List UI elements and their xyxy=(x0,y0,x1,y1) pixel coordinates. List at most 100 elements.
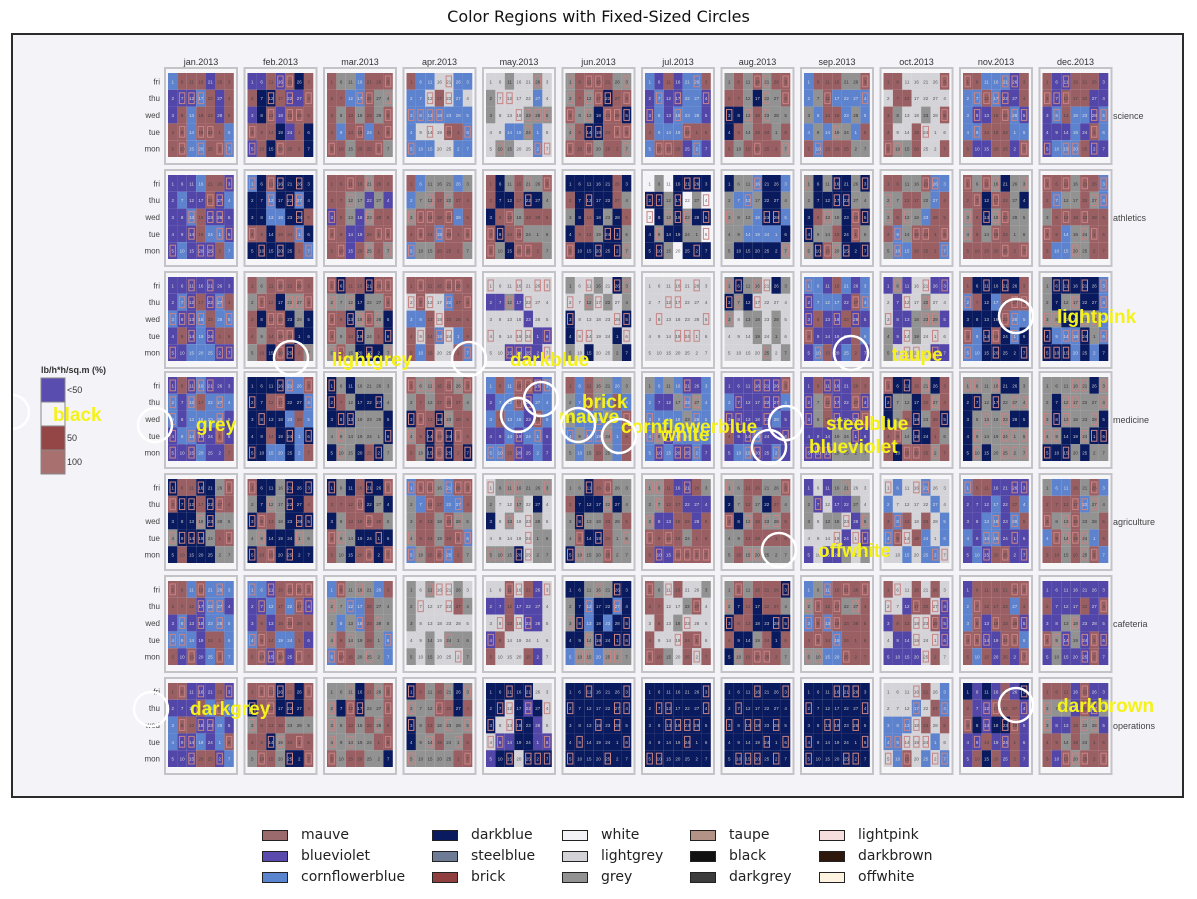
cell-value: 10 xyxy=(498,249,504,254)
cell-marker xyxy=(216,211,223,223)
cell-value: 15 xyxy=(904,147,910,152)
cell-value: 7 xyxy=(658,96,661,101)
cell-marker xyxy=(754,142,761,155)
heat-cell xyxy=(186,225,197,243)
cell-value: 15 xyxy=(745,553,751,558)
heat-cell xyxy=(991,73,1001,90)
cell-value: 21 xyxy=(526,181,532,186)
cell-marker xyxy=(286,194,294,207)
cell-value: 28 xyxy=(1092,113,1098,118)
cell-value: 9 xyxy=(181,130,184,135)
heat-cell xyxy=(224,208,234,226)
cell-value: 21 xyxy=(1082,283,1088,288)
cell-value: 1 xyxy=(616,232,619,237)
heat-cell xyxy=(574,140,585,157)
cell-value: 20 xyxy=(278,249,284,254)
cell-marker xyxy=(417,211,424,223)
heat-cell xyxy=(415,73,426,90)
cell-value: 19 xyxy=(357,130,363,135)
cell-value: 26 xyxy=(774,181,780,186)
cell-value: 22 xyxy=(685,96,691,101)
cell-marker xyxy=(188,211,195,223)
cell-value: 9 xyxy=(419,130,422,135)
cell-value: 20 xyxy=(993,553,999,558)
heat-cell xyxy=(565,191,575,209)
heat-cell xyxy=(724,225,734,243)
heat-cell xyxy=(256,208,267,226)
cell-value: 13 xyxy=(666,317,672,322)
cell-value: 14 xyxy=(666,232,672,237)
cell-value: 11 xyxy=(189,79,194,84)
cell-value: 28 xyxy=(774,215,780,220)
cell-value: 6 xyxy=(181,79,184,84)
heat-cell xyxy=(654,73,664,90)
cell-value: 13 xyxy=(1063,417,1069,422)
cell-value: 11 xyxy=(905,181,910,186)
cell-value: 16 xyxy=(516,283,522,288)
cell-marker xyxy=(487,244,494,257)
heat-cell xyxy=(406,140,416,157)
cell-marker xyxy=(726,109,733,121)
cell-value: 21 xyxy=(526,485,532,490)
cell-value: 22 xyxy=(844,502,850,507)
heat-cell xyxy=(514,73,524,90)
cell-value: 18 xyxy=(437,417,443,422)
heat-cell xyxy=(972,140,982,157)
cell-value: 22 xyxy=(844,400,850,405)
cell-marker xyxy=(1011,75,1018,88)
cell-value: 7 xyxy=(1055,96,1058,101)
heat-cell xyxy=(374,191,384,209)
cell-value: 19 xyxy=(596,130,602,135)
cell-value: 2 xyxy=(648,198,651,203)
heat-cell xyxy=(294,106,304,124)
heat-cell xyxy=(743,106,753,124)
cell-value: 15 xyxy=(745,147,751,152)
cell-value: 6 xyxy=(578,181,581,186)
cell-value: 10 xyxy=(498,147,504,152)
heat-cell xyxy=(733,208,744,226)
cell-value: 20 xyxy=(596,553,602,558)
cell-value: 19 xyxy=(516,334,522,339)
cell-value: 24 xyxy=(685,130,691,135)
cell-value: 6 xyxy=(260,181,263,186)
cell-marker xyxy=(408,244,415,257)
cell-value: 18 xyxy=(437,519,443,524)
cell-marker xyxy=(258,244,265,257)
cell-marker xyxy=(684,177,691,190)
cell-value: 10 xyxy=(259,351,265,356)
cell-value: 19 xyxy=(1073,232,1079,237)
cell-marker xyxy=(805,177,812,190)
cell-value: 10 xyxy=(816,147,822,152)
cell-value: 5 xyxy=(807,249,810,254)
cell-value: 16 xyxy=(834,485,840,490)
cell-value: 20 xyxy=(755,147,761,152)
cell-marker xyxy=(623,125,630,138)
cell-value: 25 xyxy=(446,249,452,254)
cell-value: 16 xyxy=(755,283,761,288)
cell-value: 20 xyxy=(437,553,443,558)
cell-value: 21 xyxy=(844,79,850,84)
heat-cell xyxy=(453,106,463,124)
cell-value: 17 xyxy=(357,96,363,101)
cell-marker xyxy=(207,125,214,138)
cell-value: 28 xyxy=(535,519,541,524)
heat-cell xyxy=(224,225,234,243)
cell-value: 11 xyxy=(587,283,592,288)
cell-value: 3 xyxy=(307,181,310,186)
cell-value: 26 xyxy=(853,485,859,490)
cell-marker xyxy=(595,75,602,88)
cell-marker xyxy=(496,142,504,155)
heat-cell xyxy=(701,191,711,209)
heat-cell xyxy=(930,106,940,124)
cell-value: 24 xyxy=(923,232,929,237)
heat-cell xyxy=(327,106,337,124)
cell-value: 4 xyxy=(171,130,174,135)
cell-marker xyxy=(534,142,541,155)
cell-value: 8 xyxy=(260,215,263,220)
cell-value: 2 xyxy=(695,147,698,152)
cell-marker xyxy=(805,244,812,257)
plot-area: jan.2013 feb.2013 mar.2013 apr.2013 may.2013… xyxy=(11,33,1184,798)
cell-value: 10 xyxy=(498,553,504,558)
cell-value: 24 xyxy=(287,536,293,541)
weekday-label: tue xyxy=(149,128,161,137)
